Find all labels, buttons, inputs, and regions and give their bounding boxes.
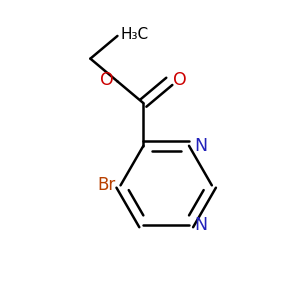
Text: N: N bbox=[194, 137, 207, 155]
Text: O: O bbox=[173, 71, 187, 89]
Text: Br: Br bbox=[97, 176, 115, 194]
Text: N: N bbox=[194, 216, 207, 234]
Text: O: O bbox=[100, 71, 114, 89]
Text: H₃C: H₃C bbox=[121, 27, 149, 42]
